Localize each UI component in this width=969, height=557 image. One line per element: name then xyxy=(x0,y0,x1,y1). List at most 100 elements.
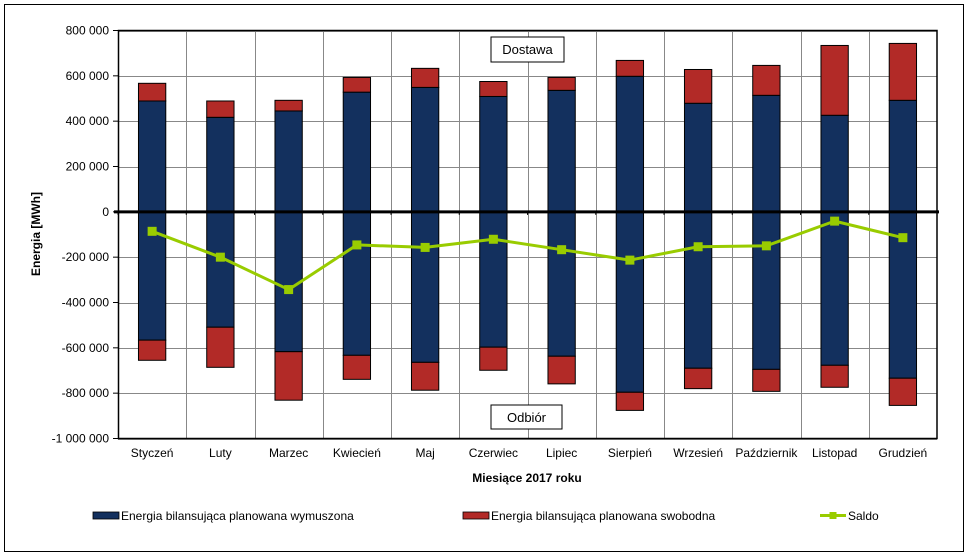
bar-swobodna-negative xyxy=(615,391,645,411)
bar-swobodna-negative xyxy=(274,351,303,401)
bar-wymuszona-positive xyxy=(410,86,440,213)
x-tick-label: Luty xyxy=(209,446,232,460)
bar-swobodna-positive xyxy=(752,64,781,96)
saldo-marker xyxy=(420,242,430,252)
y-tick-label: 0 xyxy=(102,205,109,219)
bar-wymuszona-positive xyxy=(479,95,508,213)
saldo-marker xyxy=(830,216,840,226)
bar-swobodna-positive xyxy=(137,82,167,102)
bar-wymuszona-negative xyxy=(547,211,576,357)
bar-wymuszona-negative xyxy=(342,211,372,356)
bar-wymuszona-positive xyxy=(683,102,713,213)
saldo-marker xyxy=(693,242,703,252)
bar-swobodna-negative xyxy=(820,364,849,388)
bar-wymuszona-negative xyxy=(752,211,781,370)
bar-wymuszona-positive xyxy=(615,75,645,213)
bar-swobodna-positive xyxy=(683,68,713,104)
bar-swobodna-negative xyxy=(410,361,440,391)
legend-label-wymuszona: Energia bilansująca planowana wymuszona xyxy=(121,509,354,523)
bar-swobodna-positive xyxy=(820,44,849,116)
y-tick-labels: 800 000 600 000 400 000 200 000 0 -200 000 -40… xyxy=(52,24,110,446)
saldo-marker xyxy=(215,252,225,262)
annotation-odbior-text: Odbiór xyxy=(507,410,547,425)
bar-wymuszona-positive xyxy=(206,116,235,213)
bar-wymuszona-negative xyxy=(410,211,440,363)
x-tick-label: Marzec xyxy=(269,446,308,460)
bar-swobodna-negative xyxy=(479,346,508,371)
saldo-marker xyxy=(488,234,498,244)
y-tick-label: 200 000 xyxy=(66,160,110,174)
x-tick-label: Maj xyxy=(415,446,434,460)
x-tick-label: Grudzień xyxy=(879,446,928,460)
x-tick-label: Styczeń xyxy=(131,446,174,460)
annotation-odbior: Odbiór xyxy=(490,404,563,430)
bar-wymuszona-negative xyxy=(820,211,849,366)
bar-swobodna-negative xyxy=(683,367,713,390)
bar-swobodna-positive xyxy=(410,67,440,88)
annotation-dostawa-text: Dostawa xyxy=(502,42,553,57)
bar-swobodna-negative xyxy=(137,339,167,361)
bar-wymuszona-negative xyxy=(615,211,645,393)
y-tick-label: -200 000 xyxy=(62,250,110,264)
bar-swobodna-negative xyxy=(547,355,576,385)
bar-wymuszona-negative xyxy=(683,211,713,369)
bar-swobodna-positive xyxy=(206,100,235,118)
bar-swobodna-positive xyxy=(342,76,372,93)
legend-label-saldo: Saldo xyxy=(848,509,879,523)
x-tick-label: Październik xyxy=(735,446,798,460)
x-tick-label: Listopad xyxy=(812,446,857,460)
bar-wymuszona-positive xyxy=(342,91,372,213)
legend-item-wymuszona: Energia bilansująca planowana wymuszona xyxy=(92,509,354,523)
saldo-marker xyxy=(284,285,294,295)
x-tick-labels: Styczeń Luty Marzec Kwiecień Maj Czerwiec Lipi… xyxy=(131,446,927,460)
bar-wymuszona-positive xyxy=(888,99,918,213)
legend: Energia bilansująca planowana wymuszona … xyxy=(92,509,879,523)
axes xyxy=(113,29,939,440)
y-tick-label: 600 000 xyxy=(66,69,110,83)
bar-wymuszona-negative xyxy=(479,211,508,348)
legend-label-swobodna: Energia bilansująca planowana swobodna xyxy=(491,509,715,523)
legend-swatch-swobodna xyxy=(462,511,490,520)
bar-swobodna-positive xyxy=(274,99,303,112)
legend-item-swobodna: Energia bilansująca planowana swobodna xyxy=(462,509,715,523)
y-tick-label: -1 000 000 xyxy=(52,432,110,446)
y-tick-label: 400 000 xyxy=(66,114,110,128)
bar-swobodna-positive xyxy=(547,76,576,91)
saldo-polyline xyxy=(151,219,904,292)
bar-wymuszona-positive xyxy=(752,94,781,213)
legend-item-saldo: Saldo xyxy=(820,509,879,523)
x-tick-label: Wrzesień xyxy=(673,446,723,460)
y-axis-title: Energia [MWh] xyxy=(29,192,43,276)
bar-swobodna-positive xyxy=(615,59,645,77)
bars xyxy=(137,42,918,411)
bar-swobodna-positive xyxy=(479,81,508,97)
bar-wymuszona-positive xyxy=(274,110,303,213)
bar-wymuszona-negative xyxy=(206,211,235,328)
y-tick-label: -400 000 xyxy=(62,296,110,310)
bar-swobodna-negative xyxy=(206,326,235,368)
bar-swobodna-negative xyxy=(752,368,781,392)
bar-swobodna-negative xyxy=(342,354,372,380)
x-axis-title: Miesiące 2017 roku xyxy=(472,471,581,485)
y-tick-label: 800 000 xyxy=(66,24,110,38)
saldo-marker xyxy=(557,245,567,255)
bar-wymuszona-positive xyxy=(137,100,167,213)
saldo-marker xyxy=(352,240,362,250)
saldo-marker xyxy=(147,226,157,236)
saldo-marker xyxy=(761,241,771,251)
bar-wymuszona-positive xyxy=(820,114,849,213)
x-tick-label: Lipiec xyxy=(546,446,577,460)
plot-area-border xyxy=(117,29,938,440)
x-tick-label: Kwiecień xyxy=(333,446,381,460)
bar-swobodna-negative xyxy=(888,377,918,406)
gridlines xyxy=(118,30,937,440)
saldo-marker xyxy=(625,255,635,265)
bar-swobodna-positive xyxy=(888,42,918,101)
x-tick-label: Czerwiec xyxy=(469,446,518,460)
saldo-marker xyxy=(898,233,908,243)
y-tick-label: -800 000 xyxy=(62,386,110,400)
x-tick-label: Sierpień xyxy=(608,446,652,460)
annotation-dostawa: Dostawa xyxy=(490,36,565,63)
legend-swatch-wymuszona xyxy=(92,511,120,520)
